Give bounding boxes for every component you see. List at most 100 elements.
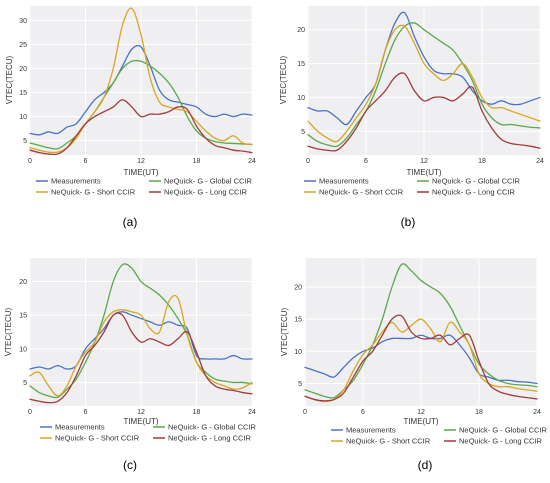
- x-tick-label: 24: [533, 409, 541, 416]
- y-tick-label: 15: [294, 317, 302, 324]
- x-tick-label: 0: [303, 409, 307, 416]
- y-tick-label: 20: [19, 66, 27, 73]
- x-tick-label: 6: [364, 158, 368, 165]
- x-axis-label: TIME(UT): [123, 417, 158, 426]
- legend-label-measurements: Measurements: [346, 426, 396, 435]
- legend-label-nequick-g-global-ccir: NeQuick- G - Global CCIR: [168, 423, 257, 432]
- y-tick-label: 5: [23, 380, 27, 387]
- series-line-nequick-g-short-ccir: [29, 294, 253, 397]
- x-tick-label: 18: [193, 158, 201, 165]
- x-tick-label: 12: [137, 158, 145, 165]
- x-tick-label: 18: [193, 409, 201, 416]
- x-tick-label: 6: [84, 158, 88, 165]
- y-tick-label: 10: [297, 95, 305, 102]
- x-tick-label: 12: [420, 158, 428, 165]
- legend-label-nequick-g-global-ccir: NeQuick- G - Global CCIR: [164, 177, 253, 186]
- y-axis-label: VTEC(TECU): [279, 55, 288, 104]
- legend-label-nequick-g-global-ccir: NeQuick- G - Global CCIR: [459, 426, 548, 435]
- x-tick-label: 0: [28, 409, 32, 416]
- series-lines: [29, 7, 253, 156]
- y-tick-label: 20: [297, 27, 305, 34]
- x-axis-label: TIME(UT): [403, 417, 438, 426]
- series-line-measurements: [307, 11, 541, 126]
- legend-label-nequick-g-short-ccir: NeQuick- G - Short CCIR: [346, 437, 431, 446]
- series-line-nequick-g-long-ccir: [307, 72, 541, 152]
- series-lines: [307, 11, 541, 152]
- chart-svg-c: 0 6 12 18 24 5 10 15 20 TIME(UT) VTEC(TECU) Meas…: [4, 258, 257, 472]
- y-tick-label: 10: [19, 346, 27, 353]
- chart-panel-d: 0 6 12 18 24 5 10 15 20 TIME(UT) VTEC(TECU) Meas…: [275, 239, 550, 478]
- x-tick-label: 12: [417, 409, 425, 416]
- ticks: 0 6 12 18 24 5 10 15 20: [297, 27, 544, 165]
- ticks: 0 6 12 18 24 5 10 15 20: [294, 284, 541, 416]
- series-line-measurements: [29, 311, 253, 370]
- series-line-nequick-g-short-ccir: [307, 24, 541, 143]
- chart-svg-b: 0 6 12 18 24 5 10 15 20 TIME(UT) VTEC(TECU) Meas…: [279, 6, 544, 229]
- chart-svg-d: 0 6 12 18 24 5 10 15 20 TIME(UT) VTEC(TECU) Meas…: [280, 258, 548, 472]
- x-tick-label: 24: [248, 409, 256, 416]
- y-tick-label: 30: [19, 18, 27, 25]
- series-line-nequick-g-global-ccir: [29, 59, 253, 150]
- series-line-nequick-g-short-ccir: [304, 318, 538, 403]
- panel-label: (c): [123, 458, 137, 472]
- legend: Measurements NeQuick- G - Global CCIR NeQu…: [40, 423, 257, 443]
- series-line-nequick-g-long-ccir: [29, 99, 253, 156]
- series-lines: [304, 263, 538, 403]
- legend-label-nequick-g-long-ccir: NeQuick- G - Long CCIR: [168, 434, 252, 443]
- legend-label-measurements: Measurements: [51, 177, 101, 186]
- chart-panel-c: 0 6 12 18 24 5 10 15 20 TIME(UT) VTEC(TECU) Meas…: [0, 239, 275, 478]
- y-axis-label: VTEC(TECU): [4, 307, 13, 356]
- y-tick-label: 15: [297, 61, 305, 68]
- series-line-nequick-g-global-ccir: [29, 263, 253, 399]
- legend-label-measurements: Measurements: [319, 177, 369, 186]
- legend-label-nequick-g-long-ccir: NeQuick- G - Long CCIR: [432, 188, 516, 197]
- y-tick-label: 5: [301, 129, 305, 136]
- legend-label-nequick-g-short-ccir: NeQuick- G - Short CCIR: [319, 188, 404, 197]
- legend-label-measurements: Measurements: [55, 423, 105, 432]
- series-lines: [29, 263, 253, 404]
- legend-label-nequick-g-global-ccir: NeQuick- G - Global CCIR: [432, 177, 521, 186]
- x-tick-label: 24: [248, 158, 256, 165]
- y-tick-label: 15: [19, 90, 27, 97]
- panel-label: (a): [123, 215, 138, 229]
- legend: Measurements NeQuick- G - Global CCIR NeQu…: [331, 426, 548, 446]
- x-tick-label: 24: [536, 158, 544, 165]
- legend-label-nequick-g-long-ccir: NeQuick- G - Long CCIR: [164, 188, 248, 197]
- ticks: 0 6 12 18 24 5 10 15 20: [19, 279, 256, 416]
- x-tick-label: 0: [28, 158, 32, 165]
- grid: [29, 6, 253, 155]
- chart-panel-a: 0 6 12 18 24 5 10 15 20 25 30 TIME(UT) VTEC(TECU) …: [0, 0, 275, 239]
- legend: Measurements NeQuick- G - Global CCIR NeQu…: [304, 177, 521, 197]
- x-tick-label: 12: [137, 409, 145, 416]
- x-tick-label: 6: [361, 409, 365, 416]
- x-tick-label: 18: [475, 409, 483, 416]
- y-tick-label: 15: [19, 313, 27, 320]
- series-line-measurements: [29, 44, 253, 136]
- y-tick-label: 25: [19, 42, 27, 49]
- legend-label-nequick-g-short-ccir: NeQuick- G - Short CCIR: [51, 188, 136, 197]
- y-tick-label: 10: [294, 349, 302, 356]
- chart-panel-b: 0 6 12 18 24 5 10 15 20 TIME(UT) VTEC(TECU) Meas…: [275, 0, 550, 239]
- panel-label: (d): [418, 458, 433, 472]
- y-tick-label: 5: [23, 138, 27, 145]
- ticks: 0 6 12 18 24 5 10 15 20 25 30: [19, 18, 256, 165]
- x-tick-label: 0: [306, 158, 310, 165]
- legend: Measurements NeQuick- G - Global CCIR NeQu…: [36, 177, 253, 197]
- y-tick-label: 20: [294, 284, 302, 291]
- x-tick-label: 18: [478, 158, 486, 165]
- legend-label-nequick-g-long-ccir: NeQuick- G - Long CCIR: [459, 437, 543, 446]
- y-axis-label: VTEC(TECU): [280, 307, 289, 356]
- x-axis-label: TIME(UT): [123, 168, 158, 177]
- series-line-nequick-g-global-ccir: [307, 22, 541, 148]
- series-line-nequick-g-long-ccir: [29, 312, 253, 404]
- y-tick-label: 5: [298, 381, 302, 388]
- x-tick-label: 6: [84, 409, 88, 416]
- y-axis-label: VTEC(TECU): [5, 55, 14, 104]
- series-line-nequick-g-long-ccir: [304, 314, 538, 402]
- panel-label: (b): [401, 215, 416, 229]
- legend-label-nequick-g-short-ccir: NeQuick- G - Short CCIR: [55, 434, 140, 443]
- y-tick-label: 20: [19, 279, 27, 286]
- x-axis-label: TIME(UT): [406, 168, 441, 177]
- y-tick-label: 10: [19, 114, 27, 121]
